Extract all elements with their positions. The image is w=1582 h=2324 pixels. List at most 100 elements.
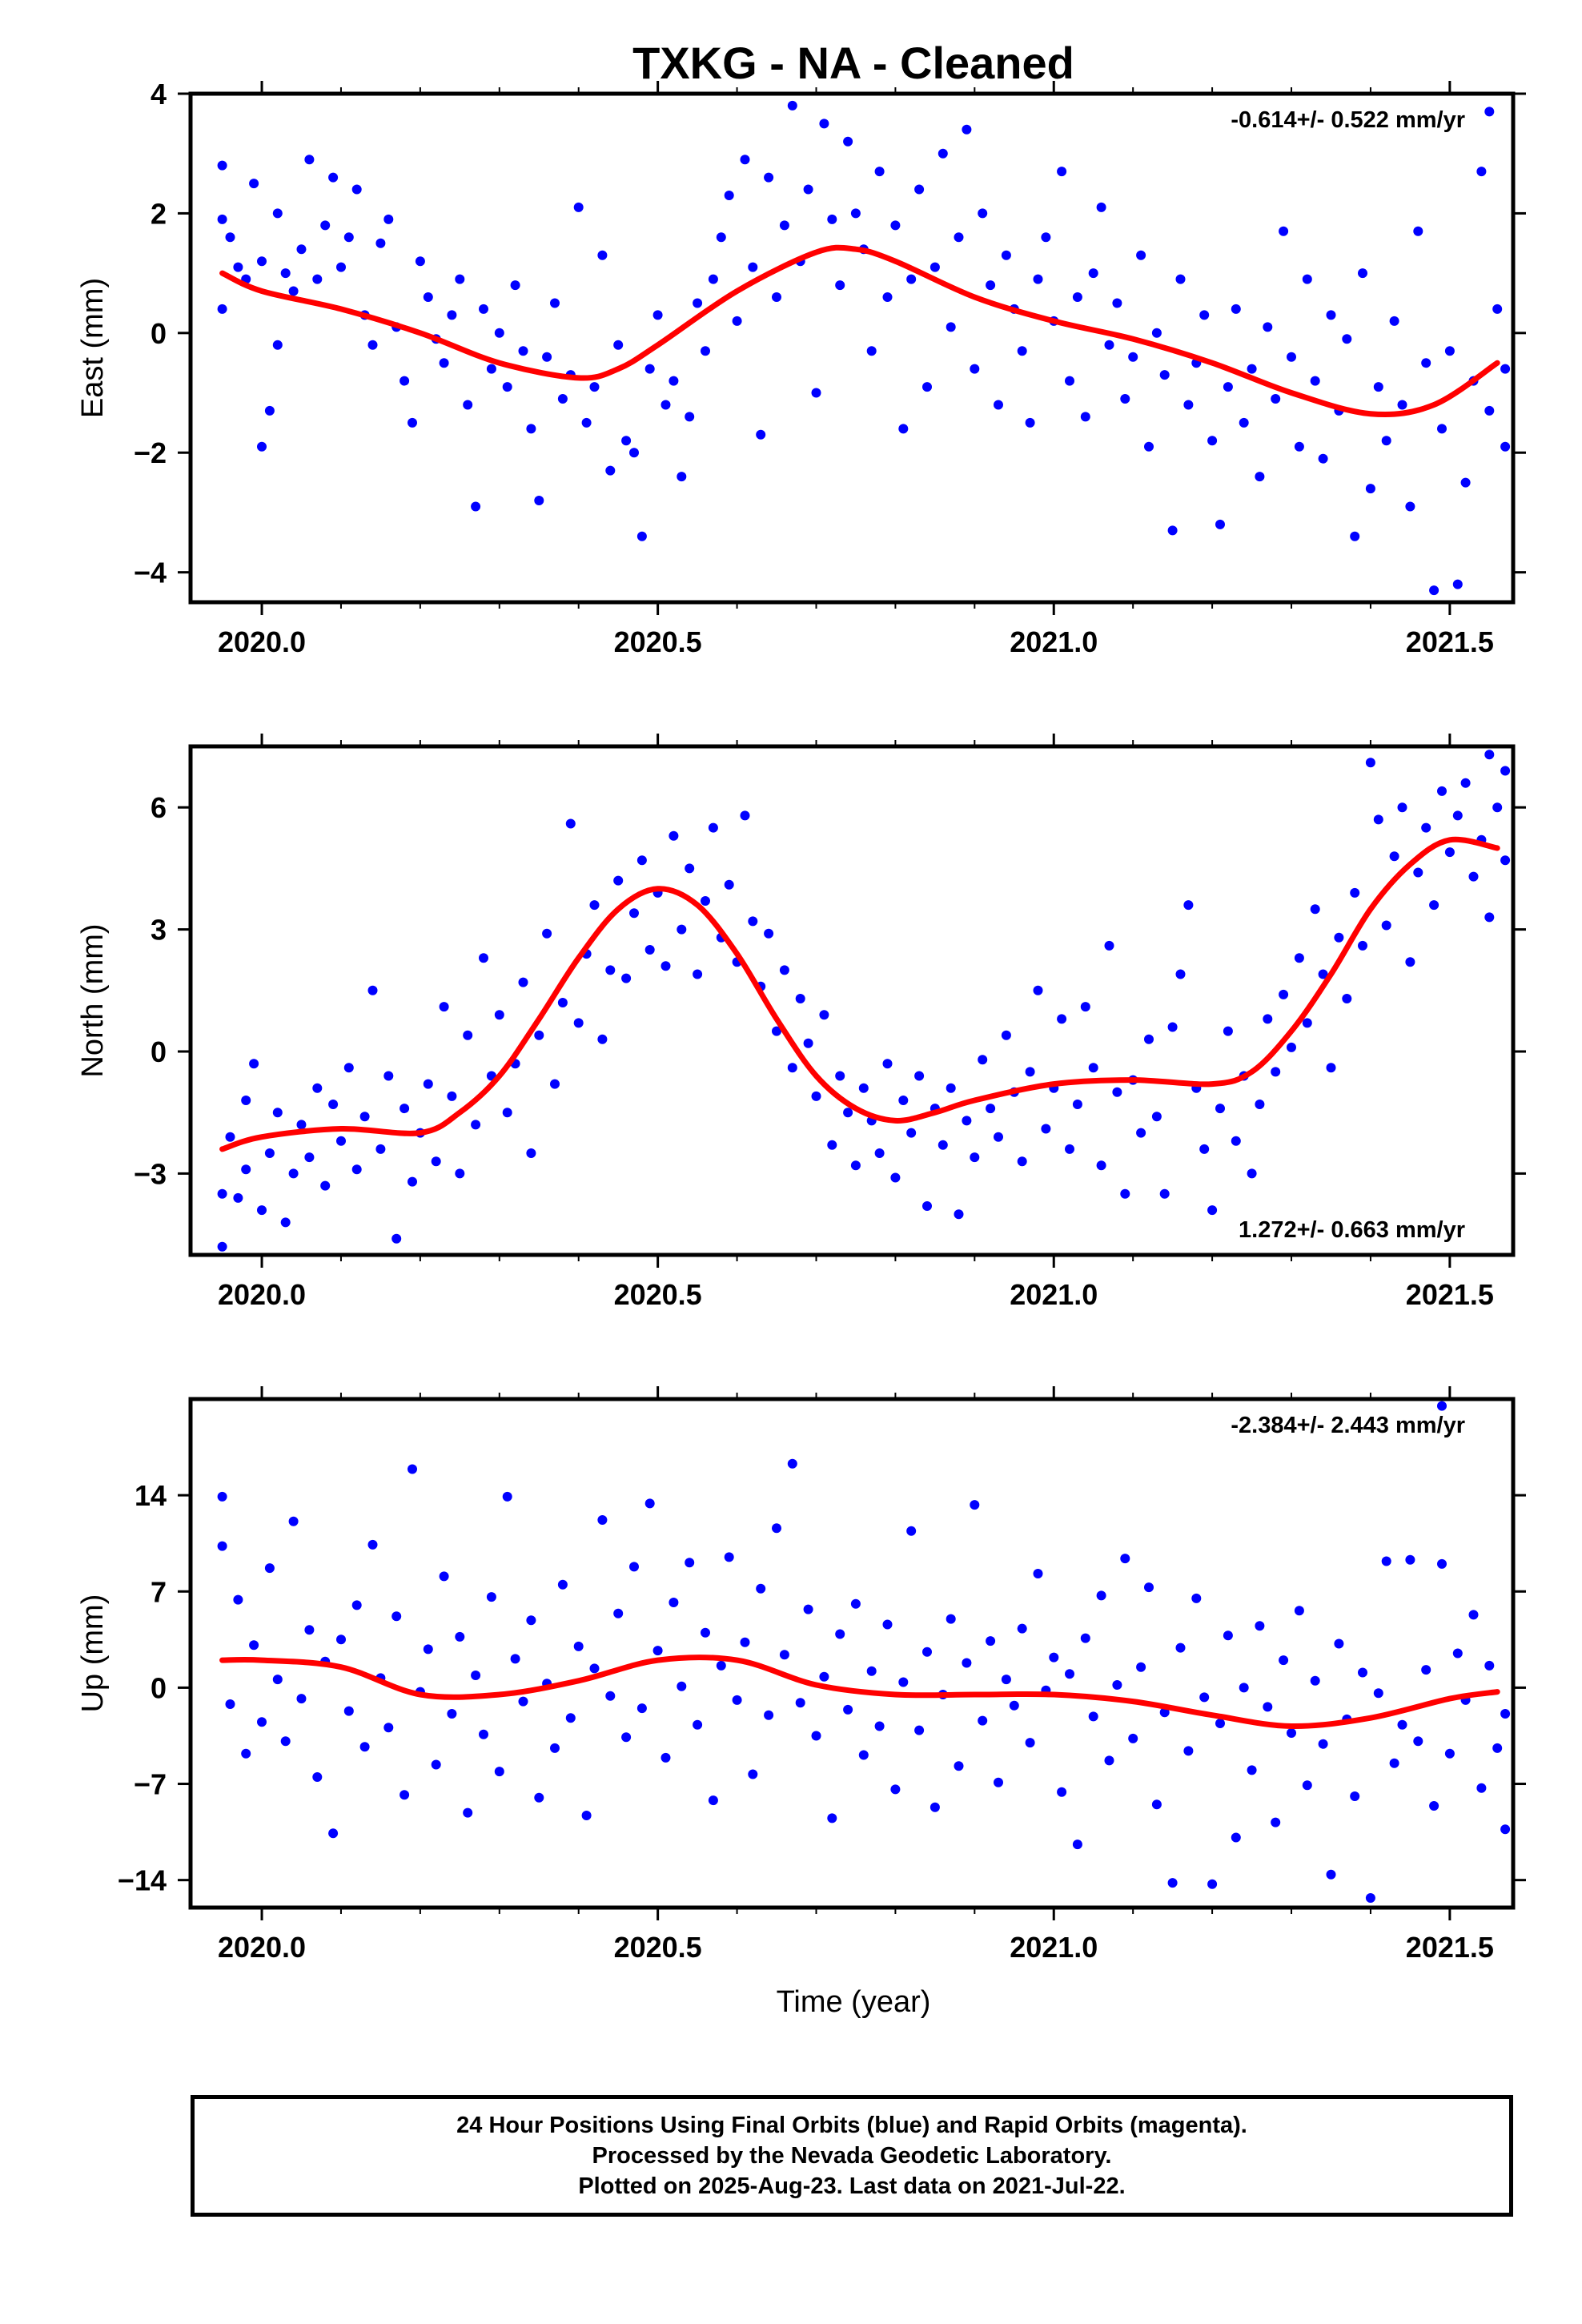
north-points xyxy=(217,750,1511,1252)
y-tick-label: 7 xyxy=(151,1575,167,1608)
data-point xyxy=(1492,802,1503,813)
data-point xyxy=(994,1777,1003,1787)
data-point xyxy=(479,953,488,963)
data-point xyxy=(312,274,323,284)
north-y-axis-label: North (mm) xyxy=(76,923,110,1077)
data-point xyxy=(1358,268,1367,279)
data-point xyxy=(1444,346,1455,356)
data-point xyxy=(1215,1104,1225,1114)
data-point xyxy=(408,1464,417,1474)
data-point xyxy=(1437,786,1447,796)
data-point xyxy=(1484,912,1495,923)
data-point xyxy=(304,1152,315,1163)
data-point xyxy=(693,969,703,979)
data-point xyxy=(1136,250,1146,260)
data-point xyxy=(636,855,647,866)
data-point xyxy=(463,1030,473,1040)
data-point xyxy=(1065,376,1074,386)
data-point xyxy=(557,1579,568,1590)
data-point xyxy=(1405,957,1415,967)
data-point xyxy=(336,262,346,272)
data-point xyxy=(779,965,789,975)
data-point xyxy=(866,346,877,356)
data-point xyxy=(1151,1112,1162,1122)
data-point xyxy=(1279,226,1289,236)
data-point xyxy=(1310,904,1320,915)
data-point xyxy=(1159,370,1170,380)
data-point xyxy=(1112,298,1122,308)
data-point xyxy=(906,274,917,284)
data-point xyxy=(534,1792,544,1803)
data-point xyxy=(233,262,243,272)
data-point xyxy=(986,280,996,291)
data-point xyxy=(343,1063,354,1073)
data-point xyxy=(1381,1556,1391,1566)
data-point xyxy=(328,1828,339,1839)
data-point xyxy=(447,1709,457,1719)
data-point xyxy=(367,985,378,995)
x-tick-label: 2021.5 xyxy=(1406,1931,1494,1964)
data-point xyxy=(1001,1675,1011,1685)
data-point xyxy=(526,1148,536,1158)
data-point xyxy=(367,340,378,350)
data-point xyxy=(1215,519,1225,529)
data-point xyxy=(400,376,410,386)
data-point xyxy=(701,1627,710,1638)
data-point xyxy=(1421,358,1431,368)
data-point xyxy=(1381,436,1391,446)
data-point xyxy=(241,1748,251,1759)
up-rate-label: -2.384+/- 2.443 mm/yr xyxy=(1231,1413,1465,1438)
data-point xyxy=(1104,340,1114,350)
data-point xyxy=(716,1660,726,1671)
data-point xyxy=(685,412,695,422)
data-point xyxy=(764,928,774,939)
data-point xyxy=(621,973,632,983)
data-point xyxy=(661,961,671,971)
data-point xyxy=(1492,304,1503,314)
data-point xyxy=(1444,1748,1455,1759)
data-point xyxy=(1112,1087,1122,1097)
data-point xyxy=(1484,1660,1495,1671)
data-point xyxy=(1231,1136,1241,1146)
data-point xyxy=(1065,1669,1074,1679)
data-point xyxy=(850,208,861,219)
data-point xyxy=(1429,1801,1439,1811)
data-point xyxy=(518,1696,528,1707)
data-point xyxy=(1358,1667,1367,1678)
data-point xyxy=(1088,268,1098,279)
data-point xyxy=(1429,900,1439,911)
data-point xyxy=(526,424,536,434)
data-point xyxy=(740,810,750,821)
data-point xyxy=(1413,226,1423,236)
data-point xyxy=(1120,1188,1130,1199)
data-point xyxy=(494,1010,504,1020)
data-point xyxy=(241,1164,251,1175)
data-point xyxy=(819,1671,829,1682)
data-point xyxy=(383,1723,394,1733)
data-point xyxy=(946,322,956,332)
data-point xyxy=(1033,985,1043,995)
data-point xyxy=(1017,1623,1027,1634)
data-point xyxy=(1452,810,1463,821)
data-point xyxy=(661,400,671,410)
data-point xyxy=(1500,1709,1511,1719)
data-point xyxy=(1088,1063,1098,1073)
y-tick-label: −2 xyxy=(134,436,167,469)
data-point xyxy=(1191,1593,1202,1603)
y-tick-label: 2 xyxy=(151,197,167,230)
up-panel: 2020.0 2020.5 2021.0 2021.5 −14 −7 0 7 14 -2.384+… xyxy=(76,1386,1526,1964)
data-point xyxy=(1247,1765,1257,1775)
data-point xyxy=(819,119,829,129)
data-point xyxy=(898,424,909,434)
data-point xyxy=(1088,1711,1098,1722)
data-point xyxy=(1057,1787,1067,1797)
data-point xyxy=(1183,900,1194,911)
data-point xyxy=(1287,352,1296,362)
data-point xyxy=(1033,274,1043,284)
data-point xyxy=(1175,1642,1186,1653)
data-point xyxy=(1437,424,1447,434)
data-point xyxy=(1500,364,1511,374)
data-point xyxy=(1271,394,1281,404)
data-point xyxy=(946,1083,956,1093)
data-point xyxy=(1199,1692,1210,1703)
